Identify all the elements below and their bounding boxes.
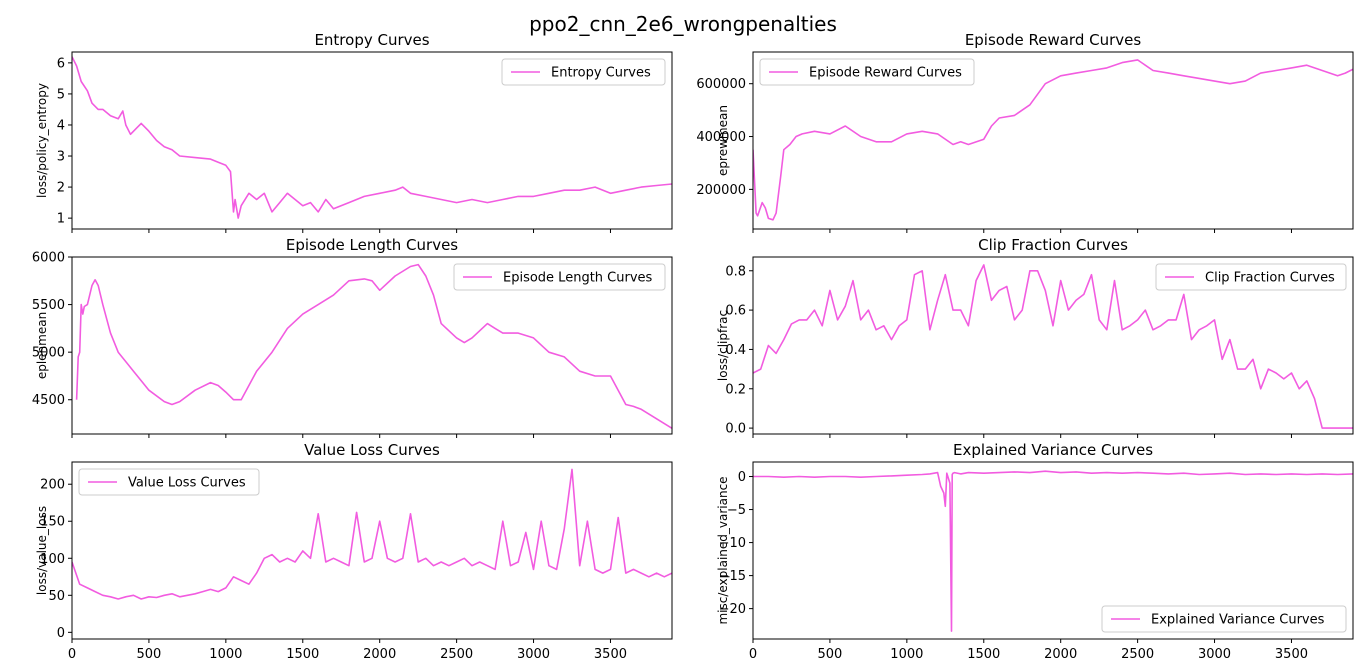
y-tick-label: 100: [40, 552, 65, 567]
x-tick-label: 1000: [209, 647, 242, 662]
y-tick-label: −20: [719, 602, 746, 617]
y-tick-label: 4500: [32, 393, 65, 408]
legend-label: Clip Fraction Curves: [1205, 271, 1335, 286]
legend: Episode Length Curves: [453, 263, 666, 291]
subplot-3: Episode Length Curves eplenmean 4500 5000 55…: [32, 236, 673, 438]
legend-box: [759, 58, 975, 86]
y-tick-label: 5: [57, 87, 65, 102]
y-axis-label: eprewmean: [716, 105, 730, 176]
subplot-title: Value Loss Curves: [304, 441, 440, 459]
legend: Value Loss Curves: [78, 468, 260, 496]
y-tick-label: 2: [57, 181, 65, 196]
y-tick-label: 0.6: [725, 304, 746, 319]
x-tick-label: 500: [818, 647, 843, 662]
y-tick-label: 4: [57, 118, 65, 133]
axes-frame: [71, 256, 673, 435]
y-tick-label: 5000: [32, 346, 65, 361]
x-tick-label: 3500: [594, 647, 627, 662]
y-tick-label: 400000: [696, 130, 746, 145]
y-axis-label: eplenmean: [35, 312, 49, 379]
axes-frame: [71, 461, 673, 640]
y-tick-label: −15: [719, 569, 746, 584]
axes-frame: [752, 256, 1354, 435]
x-tick-label: 2000: [1044, 647, 1077, 662]
axes-frame: [752, 461, 1354, 640]
x-tick-label: 1500: [286, 647, 319, 662]
legend-box: [453, 263, 666, 291]
y-tick-label: 0.4: [725, 343, 746, 358]
legend-label: Explained Variance Curves: [1151, 613, 1325, 628]
y-tick-label: 600000: [696, 77, 746, 92]
series-line: [72, 56, 672, 219]
y-tick-label: 1: [57, 212, 65, 227]
series-line: [72, 468, 672, 600]
y-tick-label: 3: [57, 150, 65, 165]
series-line: [753, 470, 1353, 632]
subplot-title: Explained Variance Curves: [953, 441, 1153, 459]
y-tick-label: −10: [719, 536, 746, 551]
axes-frame: [752, 51, 1354, 230]
legend-box: [501, 58, 666, 86]
y-axis-label: loss/value_loss: [35, 506, 49, 595]
y-tick-label: 200000: [696, 183, 746, 198]
legend: Entropy Curves: [501, 58, 666, 86]
subplot-2: Episode Reward Curves eprewmean 200000 4000…: [696, 31, 1354, 233]
y-axis-label: loss/policy_entropy: [35, 83, 49, 198]
y-tick-label: 50: [48, 589, 65, 604]
subplot-title: Episode Length Curves: [286, 236, 458, 254]
x-tick-label: 3000: [1198, 647, 1231, 662]
x-tick-label: 0: [749, 647, 757, 662]
x-tick-label: 2000: [363, 647, 396, 662]
legend-label: Value Loss Curves: [128, 476, 246, 491]
legend-box: [1155, 263, 1347, 291]
axes-frame: [71, 51, 673, 230]
series-line: [75, 263, 672, 429]
x-tick-label: 1500: [967, 647, 1000, 662]
y-tick-label: 6000: [32, 251, 65, 266]
figure-suptitle: ppo2_cnn_2e6_wrongpenalties: [529, 12, 837, 36]
y-tick-label: 0.8: [725, 264, 746, 279]
legend: Episode Reward Curves: [759, 58, 975, 86]
series-line: [753, 264, 1353, 429]
legend-label: Entropy Curves: [551, 66, 651, 81]
x-tick-label: 3000: [517, 647, 550, 662]
y-axis-label: misc/explained_variance: [716, 476, 730, 624]
legend-box: [1101, 605, 1347, 633]
series-line: [753, 59, 1353, 221]
x-tick-label: 2500: [440, 647, 473, 662]
y-axis-label: loss/clipfrac: [716, 310, 730, 381]
subplot-6: Explained Variance Curves misc/explained_…: [716, 441, 1354, 662]
y-tick-label: 150: [40, 515, 65, 530]
y-tick-label: 0: [738, 470, 746, 485]
y-tick-label: −5: [727, 503, 746, 518]
y-tick-label: 0.2: [725, 382, 746, 397]
subplot-4: Clip Fraction Curves loss/clipfrac 0.0 0.2 0…: [716, 236, 1354, 438]
legend-label: Episode Length Curves: [503, 271, 653, 286]
y-tick-label: 0.0: [725, 422, 746, 437]
x-tick-label: 3500: [1275, 647, 1308, 662]
y-tick-label: 6: [57, 56, 65, 71]
y-tick-label: 0: [57, 626, 65, 641]
subplot-grid: Entropy Curves loss/policy_entropy 1 2 3 4 5 6 E…: [32, 31, 1354, 662]
x-tick-label: 0: [68, 647, 76, 662]
legend: Explained Variance Curves: [1101, 605, 1347, 633]
subplot-title: Episode Reward Curves: [965, 31, 1142, 49]
subplot-1: Entropy Curves loss/policy_entropy 1 2 3 4 5 6 E…: [35, 31, 673, 233]
x-tick-label: 1000: [890, 647, 923, 662]
legend-label: Episode Reward Curves: [809, 66, 962, 81]
x-tick-label: 2500: [1121, 647, 1154, 662]
subplot-title: Entropy Curves: [314, 31, 429, 49]
legend-box: [78, 468, 260, 496]
x-tick-label: 500: [137, 647, 162, 662]
y-tick-label: 200: [40, 478, 65, 493]
legend: Clip Fraction Curves: [1155, 263, 1347, 291]
y-tick-label: 5500: [32, 298, 65, 313]
subplot-title: Clip Fraction Curves: [978, 236, 1128, 254]
